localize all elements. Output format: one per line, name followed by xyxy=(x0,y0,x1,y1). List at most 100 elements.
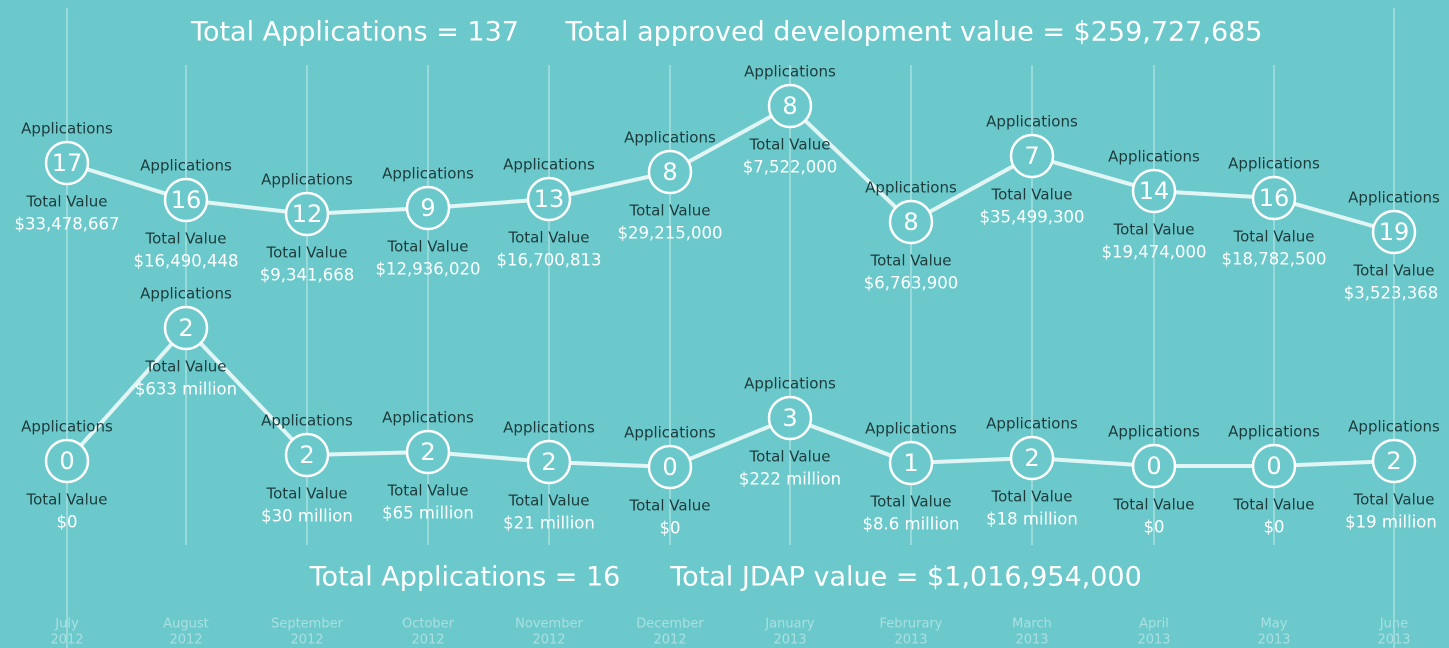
point xyxy=(284,432,330,478)
total-value: $19,474,000 xyxy=(1102,243,1207,262)
total-value-label: Total Value xyxy=(26,193,108,211)
year-label: 2012 xyxy=(653,633,686,648)
applications-label: Applications xyxy=(1228,423,1320,441)
total-value-label: Total Value xyxy=(1353,262,1435,280)
total-value: $0 xyxy=(1144,518,1165,537)
total-value: $222 million xyxy=(739,470,841,489)
year-label: 2012 xyxy=(50,633,83,648)
year-label: 2012 xyxy=(169,633,202,648)
point-value: 14 xyxy=(1139,177,1170,205)
total-value-label: Total Value xyxy=(1233,228,1315,246)
applications-label: Applications xyxy=(986,415,1078,433)
month-label: July xyxy=(54,617,79,632)
point-value: 13 xyxy=(534,185,565,213)
total-value-label: Total Value xyxy=(1113,496,1195,514)
month-label: October xyxy=(402,617,455,632)
total-value: $35,499,300 xyxy=(980,208,1085,227)
point xyxy=(163,305,209,351)
applications-label: Applications xyxy=(1228,155,1320,173)
total-value: $65 million xyxy=(382,504,474,523)
month-label: May xyxy=(1261,617,1288,632)
applications-label: Applications xyxy=(1108,148,1200,166)
applications-label: Applications xyxy=(1348,189,1440,207)
total-value: $29,215,000 xyxy=(618,224,723,243)
total-value-label: Total Value xyxy=(749,136,831,154)
total-value: $633 million xyxy=(135,380,237,399)
total-value: $18,782,500 xyxy=(1222,250,1327,269)
summary-bottom-count: Total Applications = 16 xyxy=(309,562,621,593)
point-value: 0 xyxy=(1266,452,1281,480)
month-label: Februrary xyxy=(880,617,943,632)
series-line xyxy=(66,103,1395,234)
total-value-label: Total Value xyxy=(870,252,952,270)
point xyxy=(888,199,934,245)
total-value-label: Total Value xyxy=(387,482,469,500)
total-value-label: Total Value xyxy=(991,186,1073,204)
year-label: 2013 xyxy=(773,633,806,648)
month-label: September xyxy=(271,617,344,632)
point-value: 2 xyxy=(420,438,435,466)
point-value: 0 xyxy=(662,453,677,481)
point-value: 12 xyxy=(292,200,323,228)
point-value: 0 xyxy=(1146,452,1161,480)
applications-label: Applications xyxy=(503,156,595,174)
applications-label: Applications xyxy=(382,409,474,427)
point-value: 7 xyxy=(1024,142,1039,170)
point-value: 8 xyxy=(782,92,797,120)
total-value-label: Total Value xyxy=(870,493,952,511)
year-label: 2013 xyxy=(1257,633,1290,648)
point xyxy=(767,395,813,441)
total-value: $30 million xyxy=(261,507,353,526)
total-value-label: Total Value xyxy=(1233,496,1315,514)
applications-label: Applications xyxy=(865,420,957,438)
total-value: $16,700,813 xyxy=(497,251,602,270)
total-value-label: Total Value xyxy=(629,497,711,515)
point-value: 16 xyxy=(1259,184,1290,212)
total-value: $3,523,368 xyxy=(1344,284,1438,303)
total-value: $9,341,668 xyxy=(260,266,354,285)
applications-label: Applications xyxy=(1108,423,1200,441)
year-label: 2012 xyxy=(411,633,444,648)
year-label: 2012 xyxy=(290,633,323,648)
total-value: $0 xyxy=(660,519,681,538)
total-value-label: Total Value xyxy=(266,485,348,503)
year-label: 2013 xyxy=(1015,633,1048,648)
point-value: 0 xyxy=(59,447,74,475)
point-value: 2 xyxy=(1024,444,1039,472)
point-value: 19 xyxy=(1379,218,1410,246)
year-label: 2013 xyxy=(1377,633,1410,648)
point-value: 2 xyxy=(178,314,193,342)
summary-bottom-value: Total JDAP value = $1,016,954,000 xyxy=(669,562,1142,593)
point-value: 8 xyxy=(903,208,918,236)
point xyxy=(163,177,209,223)
year-label: 2013 xyxy=(894,633,927,648)
point xyxy=(526,176,572,222)
point xyxy=(44,438,90,484)
point xyxy=(1371,209,1417,255)
point-value: 2 xyxy=(1386,447,1401,475)
applications-label: Applications xyxy=(140,285,232,303)
total-value: $7,522,000 xyxy=(743,158,837,177)
point xyxy=(44,140,90,186)
total-value-label: Total Value xyxy=(1113,221,1195,239)
total-value: $12,936,020 xyxy=(376,260,481,279)
total-value: $0 xyxy=(1264,518,1285,537)
applications-label: Applications xyxy=(1348,418,1440,436)
applications-label: Applications xyxy=(744,63,836,81)
point xyxy=(1009,435,1055,481)
applications-label: Applications xyxy=(624,424,716,442)
total-value-label: Total Value xyxy=(508,492,590,510)
year-label: 2013 xyxy=(1137,633,1170,648)
total-value-label: Total Value xyxy=(508,229,590,247)
applications-label: Applications xyxy=(382,165,474,183)
point-value: 3 xyxy=(782,404,797,432)
total-value: $18 million xyxy=(986,510,1078,529)
point xyxy=(888,440,934,486)
applications-label: Applications xyxy=(744,375,836,393)
point xyxy=(405,185,451,231)
point xyxy=(526,439,572,485)
total-value: $16,490,448 xyxy=(134,252,239,271)
month-label: June xyxy=(1379,617,1408,632)
point xyxy=(1131,443,1177,489)
